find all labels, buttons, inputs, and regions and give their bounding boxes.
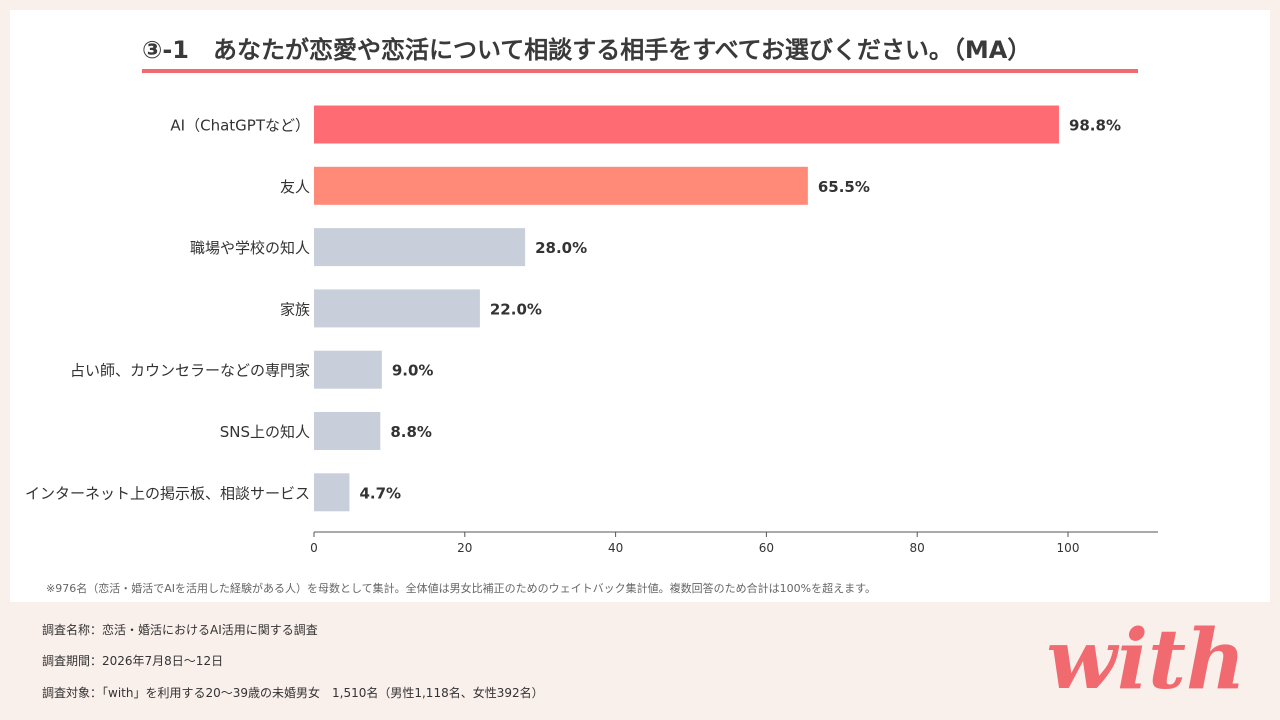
category-label: 家族: [280, 300, 310, 318]
with-logo-icon: with: [1046, 612, 1245, 707]
category-label: インターネット上の掲示板、相談サービス: [25, 484, 310, 502]
title-underline: [142, 69, 1138, 73]
bar: [314, 473, 350, 512]
x-tick-label: 20: [457, 541, 472, 555]
bar: [314, 228, 526, 267]
value-label: 28.0%: [535, 239, 587, 257]
x-tick-label: 60: [759, 541, 774, 555]
value-label: 22.0%: [490, 300, 542, 318]
logo-text: with: [1046, 612, 1245, 707]
category-label: 友人: [280, 178, 310, 196]
bar: [314, 350, 382, 389]
x-tick-label: 40: [608, 541, 623, 555]
bar: [314, 105, 1059, 144]
x-tick-label: 100: [1057, 541, 1080, 555]
category-label: 占い師、カウンセラーなどの専門家: [70, 362, 310, 380]
value-label: 98.8%: [1069, 117, 1121, 135]
bar: [314, 412, 381, 450]
survey-target: 調査対象：「with」を利用する20〜39歳の未婚男女 1,510名（男性1,1…: [42, 686, 544, 700]
x-tick-label: 80: [910, 541, 925, 555]
value-label: 9.0%: [392, 362, 434, 380]
footnote: ※976名（恋活・婚活でAIを活用した経験がある人）を母数として集計。全体値は男…: [46, 582, 876, 595]
x-tick-label: 0: [310, 541, 318, 555]
survey-period: 調査期間：2026年7月8日〜12日: [42, 654, 224, 668]
bar: [314, 166, 808, 205]
value-label: 65.5%: [818, 178, 870, 196]
value-label: 4.7%: [359, 484, 401, 502]
bar: [314, 289, 480, 328]
survey-name: 調査名称：恋活・婚活におけるAI活用に関する調査: [42, 623, 318, 637]
category-label: AI（ChatGPTなど）: [170, 117, 310, 135]
category-label: 職場や学校の知人: [190, 239, 310, 257]
category-label: SNS上の知人: [220, 423, 310, 441]
value-label: 8.8%: [390, 423, 432, 441]
chart-title: ③-1 あなたが恋愛や恋活について相談する相手をすべてお選びください。（MA）: [142, 36, 1032, 64]
